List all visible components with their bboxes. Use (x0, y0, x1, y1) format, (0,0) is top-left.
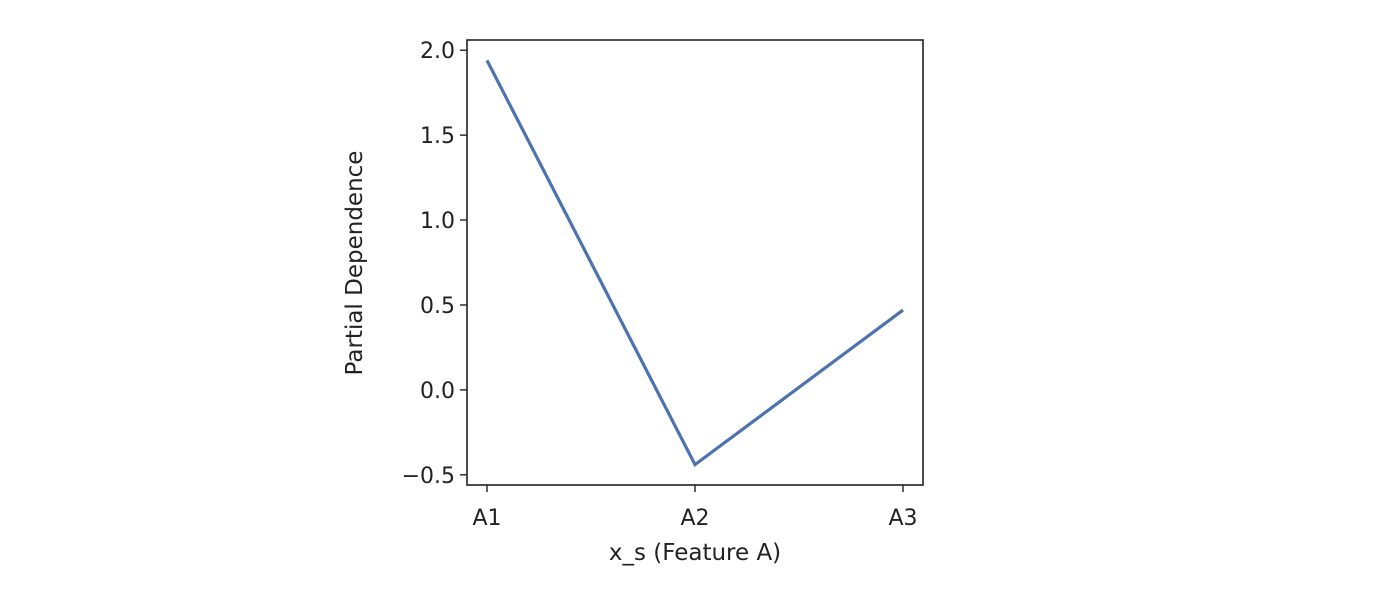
plot-area-frame (466, 39, 924, 486)
series-layer (485, 59, 904, 468)
y-tick-label: −0.5 (402, 464, 455, 489)
y-axis-label: Partial Dependence (342, 151, 368, 376)
x-tick-label: A2 (680, 506, 709, 531)
x-axis: A1 A2 A3 (472, 485, 918, 531)
x-tick-label: A3 (888, 506, 917, 531)
series-line (485, 59, 904, 468)
y-axis: −0.5 0.0 0.5 1.0 1.5 2.0 (402, 39, 467, 489)
x-tick-label: A1 (472, 506, 501, 531)
y-tick-label: 0.5 (420, 294, 455, 319)
y-tick-label: 2.0 (420, 39, 455, 64)
x-axis-label: x_s (Feature A) (609, 540, 781, 566)
y-tick-label: 1.0 (420, 209, 455, 234)
y-tick-label: 0.0 (420, 379, 455, 404)
y-tick-label: 1.5 (420, 124, 455, 149)
